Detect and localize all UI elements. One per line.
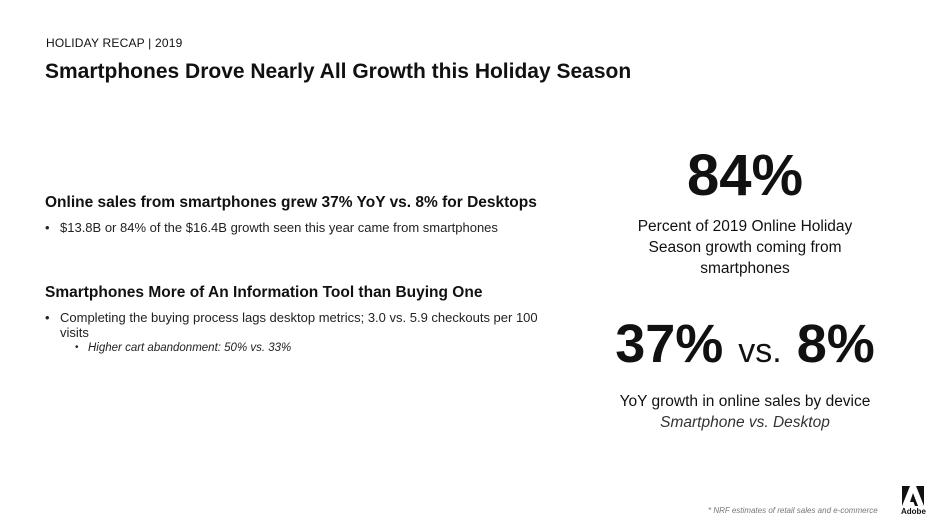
- adobe-logo-text: Adobe: [901, 507, 926, 516]
- stat-smartphone-value: 37%: [615, 314, 724, 374]
- section1-bullet-text: $13.8B or 84% of the $16.4B growth seen …: [60, 220, 498, 235]
- section2-heading: Smartphones More of An Information Tool …: [45, 284, 483, 301]
- eyebrow-label: HOLIDAY RECAP | 2019: [46, 36, 183, 50]
- stat-desktop-value: 8%: [796, 314, 875, 374]
- adobe-logo: Adobe: [901, 486, 926, 516]
- stat-vs-value: 37% vs. 8%: [590, 314, 900, 381]
- stat-84-block: 84% Percent of 2019 Online Holiday Seaso…: [590, 146, 900, 279]
- bullet-dot: •: [45, 310, 50, 325]
- stat-vs-word: vs.: [738, 332, 782, 370]
- stat-vs-description: YoY growth in online sales by device: [619, 393, 871, 410]
- section-online-sales: Online sales from smartphones grew 37% Y…: [45, 194, 565, 235]
- section1-bullet: • $13.8B or 84% of the $16.4B growth see…: [45, 220, 565, 235]
- stat-84-description: Percent of 2019 Online Holiday Season gr…: [637, 218, 853, 277]
- footnote: * NRF estimates of retail sales and e-co…: [708, 506, 878, 515]
- section2-sub-bullet: • Higher cart abandonment: 50% vs. 33%: [75, 342, 565, 354]
- slide-title: Smartphones Drove Nearly All Growth this…: [45, 60, 632, 83]
- stat-84-value: 84%: [686, 143, 804, 208]
- bullet-dot: •: [45, 220, 50, 235]
- section1-heading: Online sales from smartphones grew 37% Y…: [45, 194, 537, 211]
- section2-bullet: • Completing the buying process lags des…: [45, 310, 565, 340]
- stat-vs-block: 37% vs. 8% YoY growth in online sales by…: [590, 314, 900, 433]
- stat-vs-caption: Smartphone vs. Desktop: [660, 414, 830, 431]
- sub-bullet-dot: •: [75, 342, 79, 353]
- section-information-tool: Smartphones More of An Information Tool …: [45, 284, 565, 354]
- section2-sub-bullet-text: Higher cart abandonment: 50% vs. 33%: [88, 342, 292, 354]
- section2-bullet-text: Completing the buying process lags deskt…: [60, 310, 538, 340]
- adobe-logo-icon: [902, 486, 924, 506]
